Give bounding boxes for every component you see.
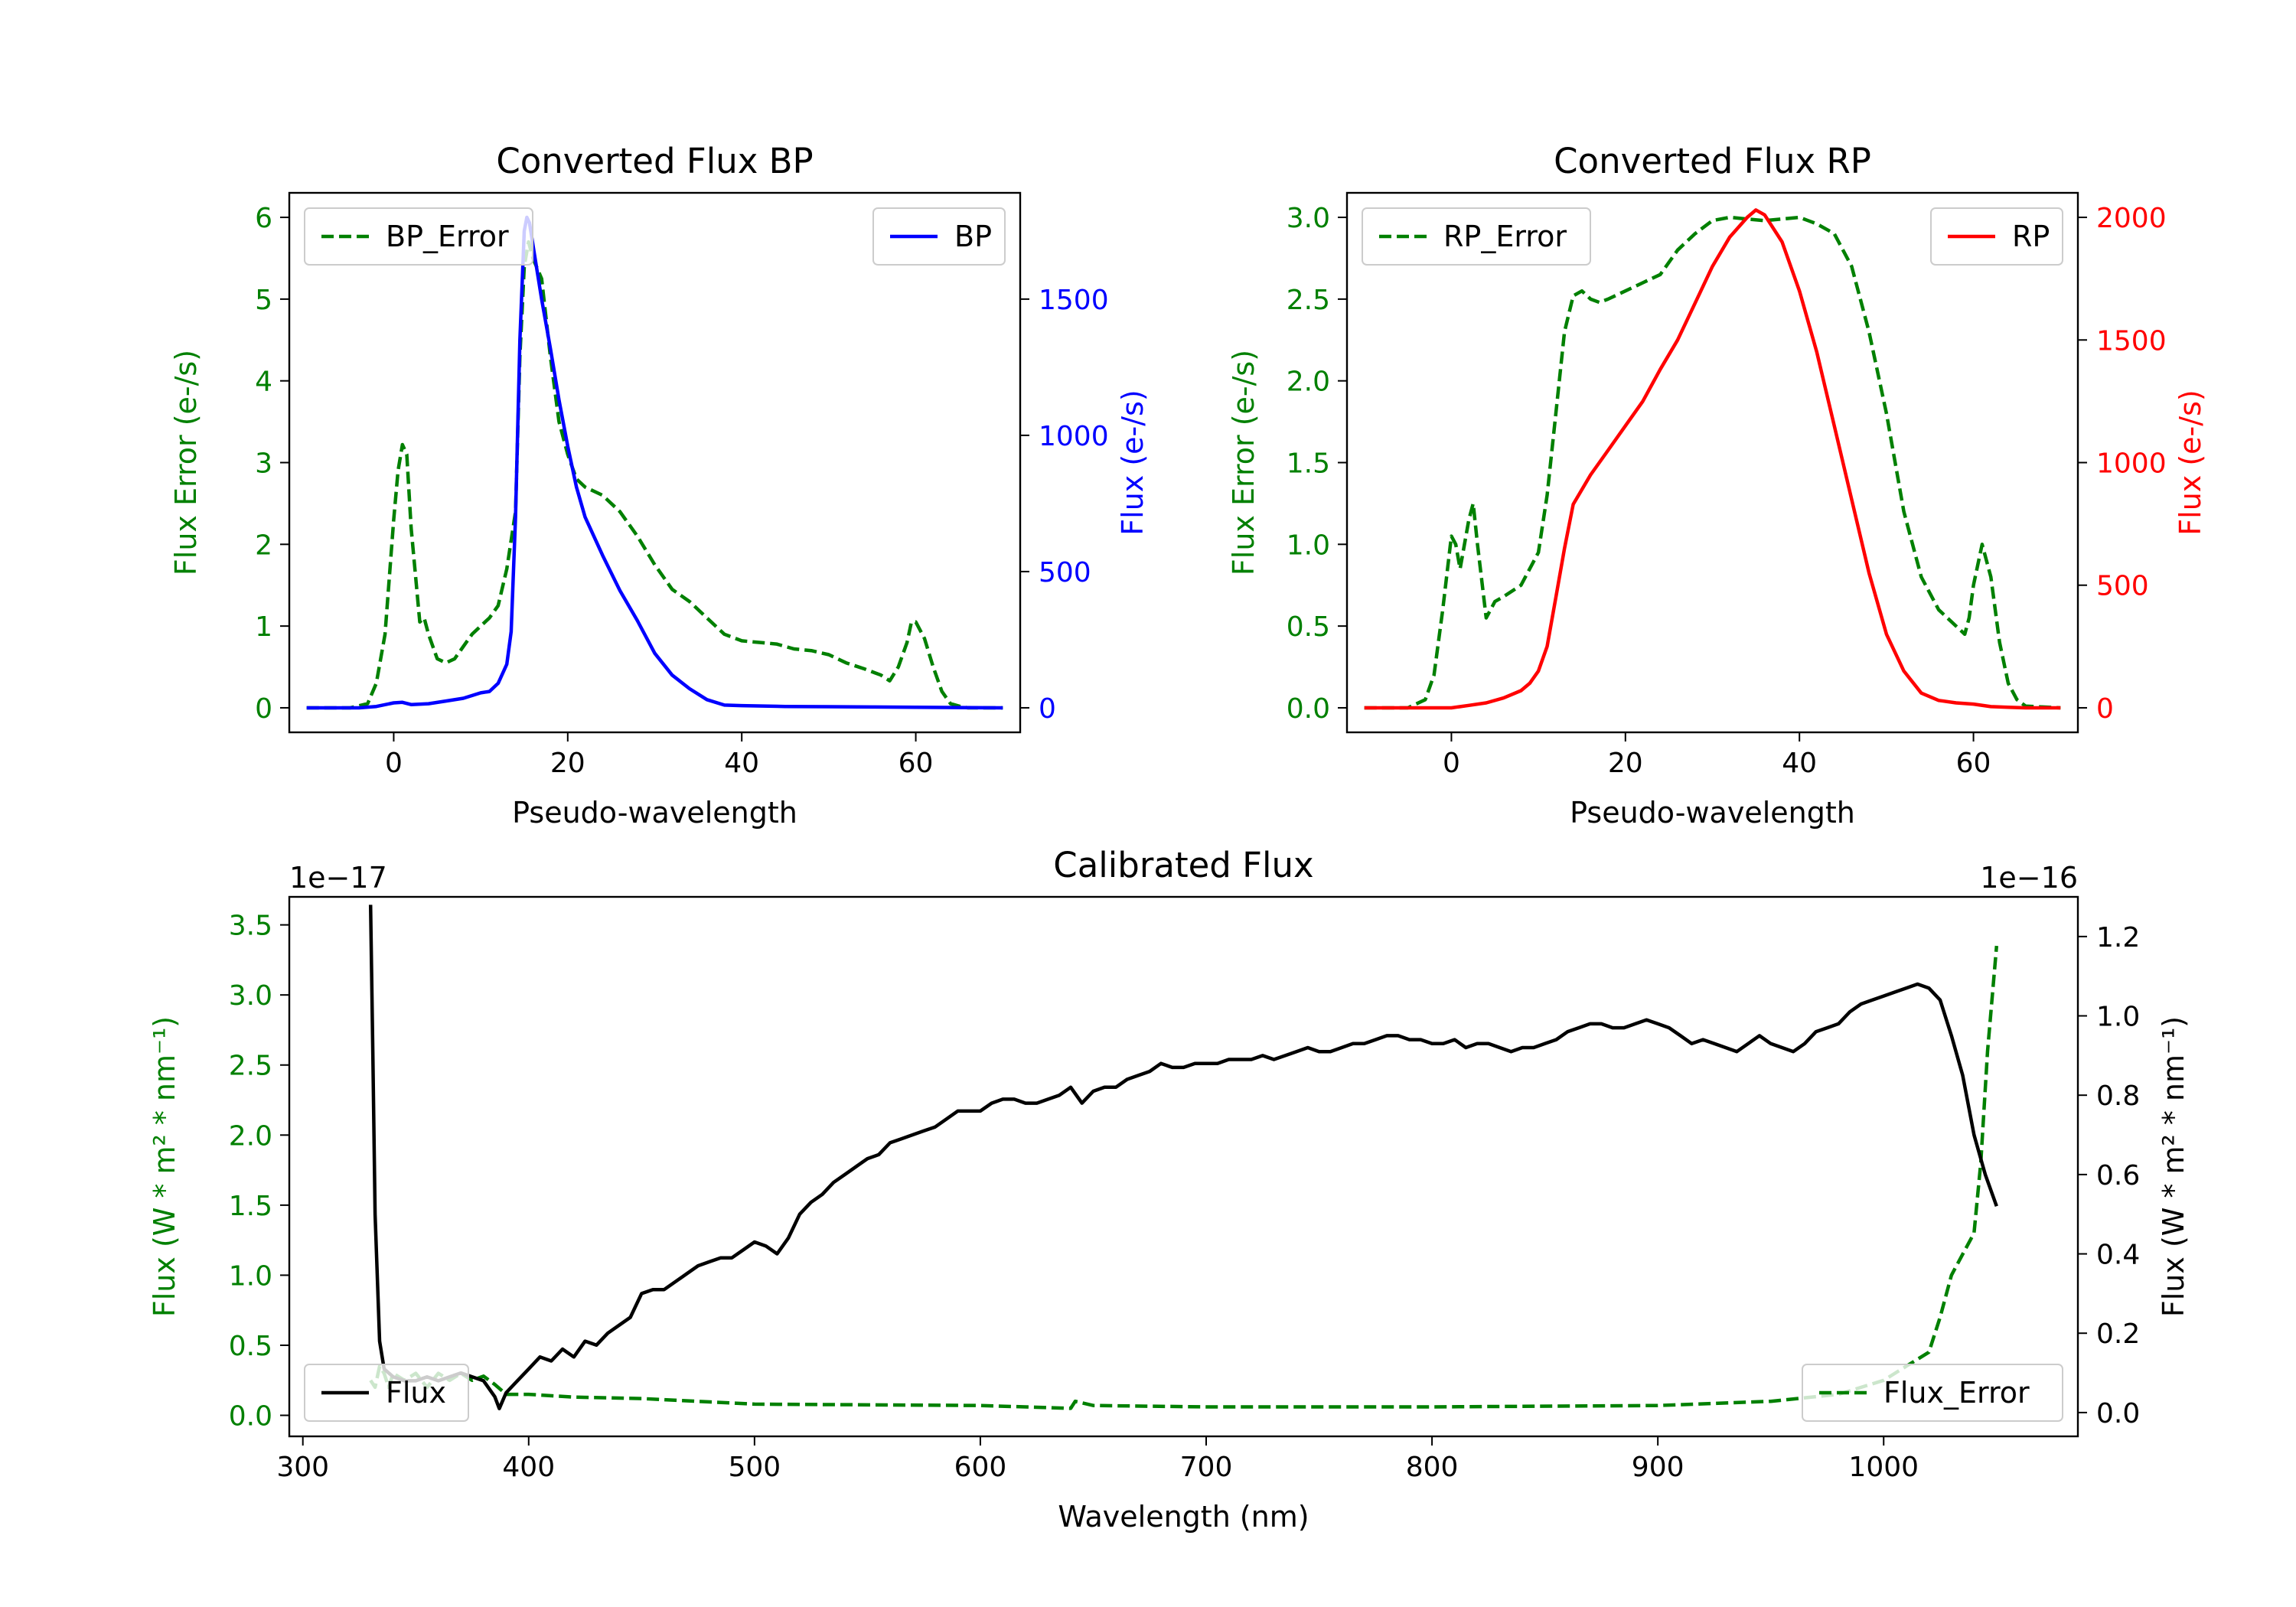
legend-box [304,1364,469,1422]
legend-box [872,207,1006,266]
y-right-tick-label: 0.4 [2096,1240,2140,1271]
x-tick-label: 800 [1406,1452,1459,1483]
y-left-offset-text: 1e−17 [289,861,387,895]
legend-rp-error: RP_Error [1362,207,1591,266]
legend-box [1930,207,2063,266]
y-left-tick-label: 0.5 [229,1331,272,1362]
series-line-flux-error [369,945,1999,1410]
y-left-tick-label: 5 [255,285,272,316]
y-left-tick-label: 2.5 [1287,285,1330,316]
legend-label: RP_Error [1443,220,1567,253]
chart-cal: 300 400 500 600 700 800 900 1000 0.0 0.5 1.0 1.5 2.0… [148,845,2190,1534]
plot-frame [288,895,2079,1438]
y-left-tick-label: 3 [255,448,272,480]
chart-title: Converted Flux BP [496,141,813,181]
x-tick-label: 60 [899,748,934,779]
y-right-tick-label: 0 [1039,693,1056,725]
y-left-tick-label: 6 [255,203,272,234]
x-tick-label: 600 [954,1452,1007,1483]
y-right-axis-label: Flux (e-/s) [1116,390,1150,535]
x-tick-label: 700 [1180,1452,1233,1483]
x-tick-label: 900 [1632,1452,1684,1483]
x-tick-label: 40 [1782,748,1817,779]
y-left-tick-label: 2.5 [229,1051,272,1082]
y-right-tick-label: 0.2 [2096,1319,2140,1350]
x-tick-label: 20 [550,748,585,779]
y-right-axis-label: Flux (e-/s) [2174,390,2207,535]
y-right-tick-label: 500 [1039,557,1091,588]
legend-box [1362,207,1591,266]
y-right-tick-label: 1500 [2096,325,2167,357]
y-right-tick-label: 1000 [1039,421,1109,452]
legend-rp: RP [1930,207,2063,266]
legend-label: Flux [386,1376,446,1410]
y-left-tick-label: 0.0 [229,1401,272,1433]
legend-label: RP [2012,220,2050,253]
y-left-tick-label: 3.5 [229,911,272,942]
y-right-tick-label: 0.0 [2096,1398,2140,1429]
y-left-axis-label: Flux Error (e-/s) [1227,350,1261,575]
y-right-tick-label: 1000 [2096,448,2167,480]
y-right-axis-label: Flux (W * m² * nm⁻¹) [2157,1016,2190,1317]
series-line-rp [1364,208,2061,710]
x-tick-label: 300 [276,1452,329,1483]
x-tick-label: 40 [724,748,759,779]
y-left-tick-label: 1 [255,611,272,643]
series-line-rp-error [1364,215,2061,710]
legend-flux: Flux [304,1364,469,1422]
y-left-tick-label: 2.0 [1287,367,1330,398]
y-left-tick-label: 0 [255,693,272,725]
y-right-tick-label: 1.0 [2096,1002,2140,1033]
x-tick-label: 400 [502,1452,555,1483]
x-axis-label: Wavelength (nm) [1058,1500,1309,1534]
y-left-tick-label: 1.0 [229,1260,272,1292]
chart-title: Calibrated Flux [1053,845,1313,885]
y-left-tick-label: 1.0 [1287,530,1330,561]
y-left-tick-label: 3.0 [229,980,272,1012]
y-right-tick-label: 0.6 [2096,1160,2140,1191]
x-axis-label: Pseudo-wavelength [1570,796,1855,830]
x-axis-label: Pseudo-wavelength [512,796,797,830]
y-right-tick-label: 1.2 [2096,922,2140,953]
x-tick-label: 0 [385,748,403,779]
y-left-tick-label: 3.0 [1287,203,1330,234]
x-tick-label: 20 [1608,748,1643,779]
plot-frame [1345,191,2079,734]
x-tick-label: 1000 [1848,1452,1919,1483]
series-line-bp [306,215,1003,710]
y-left-axis-label: Flux Error (e-/s) [169,350,203,575]
legend-label: BP_Error [386,220,509,253]
y-left-tick-label: 1.5 [229,1191,272,1222]
chart-rp: 0 20 40 60 0.0 0.5 1.0 1.5 2.0 2.5 3.0 0 500 1000 1500… [1227,141,2207,830]
chart-title: Converted Flux RP [1554,141,1871,181]
legend-box [304,207,533,266]
series-line-flux [368,905,1998,1410]
y-left-tick-label: 2 [255,530,272,561]
series-line-bp-error [306,240,1003,710]
legend-flux-error: Flux_Error [1802,1364,2063,1422]
y-right-tick-label: 2000 [2096,203,2167,234]
legend-bp: BP [872,207,1006,266]
y-left-axis-label: Flux (W * m² * nm⁻¹) [148,1016,181,1317]
y-right-tick-label: 500 [2096,571,2149,602]
y-left-tick-label: 0.0 [1287,693,1330,725]
legend-label: BP [954,220,992,253]
y-right-tick-label: 0.8 [2096,1081,2140,1112]
y-left-tick-label: 0.5 [1287,611,1330,643]
legend-bp-error: BP_Error [304,207,533,266]
y-left-tick-label: 1.5 [1287,448,1330,480]
x-tick-label: 0 [1443,748,1460,779]
y-left-tick-label: 2.0 [229,1120,272,1152]
legend-box [1802,1364,2063,1422]
legend-label: Flux_Error [1883,1376,2030,1410]
y-left-tick-label: 4 [255,367,272,398]
x-tick-label: 60 [1956,748,1991,779]
y-right-tick-label: 1500 [1039,285,1109,316]
y-right-tick-label: 0 [2096,693,2114,725]
x-tick-label: 500 [728,1452,781,1483]
y-right-offset-text: 1e−16 [1980,861,2078,895]
